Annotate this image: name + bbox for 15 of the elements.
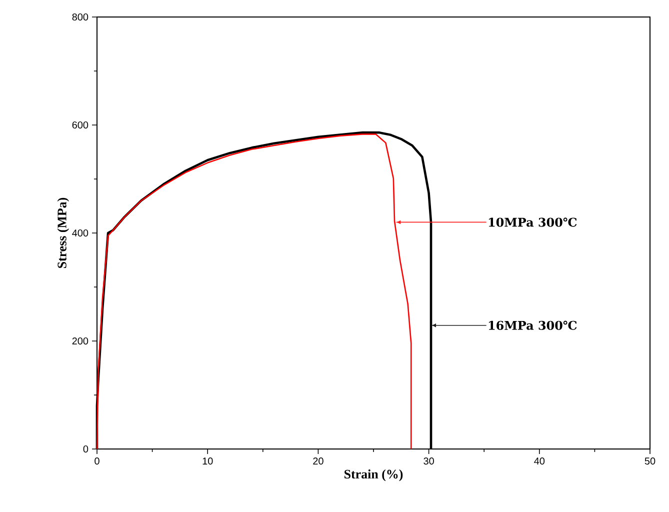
x-axis-title: Strain (%) xyxy=(344,469,403,482)
x-tick-label: 30 xyxy=(424,458,434,465)
x-tick-label: 0 xyxy=(94,458,100,465)
x-tick-label: 40 xyxy=(534,458,545,465)
y-tick-label: 200 xyxy=(72,337,88,345)
y-tick-label: 600 xyxy=(72,121,88,129)
annotation: 16MPa 300℃ xyxy=(488,320,577,330)
annotation: 10MPa 300℃ xyxy=(488,218,577,227)
y-axis-title: Stress (MPa) xyxy=(57,198,70,268)
y-tick-label: 800 xyxy=(72,13,88,21)
x-tick-label: 10 xyxy=(202,458,213,465)
y-tick-label: 0 xyxy=(83,445,88,453)
x-tick-label: 50 xyxy=(644,458,656,465)
x-tick-label: 20 xyxy=(313,458,324,465)
y-tick-label: 400 xyxy=(72,229,88,237)
